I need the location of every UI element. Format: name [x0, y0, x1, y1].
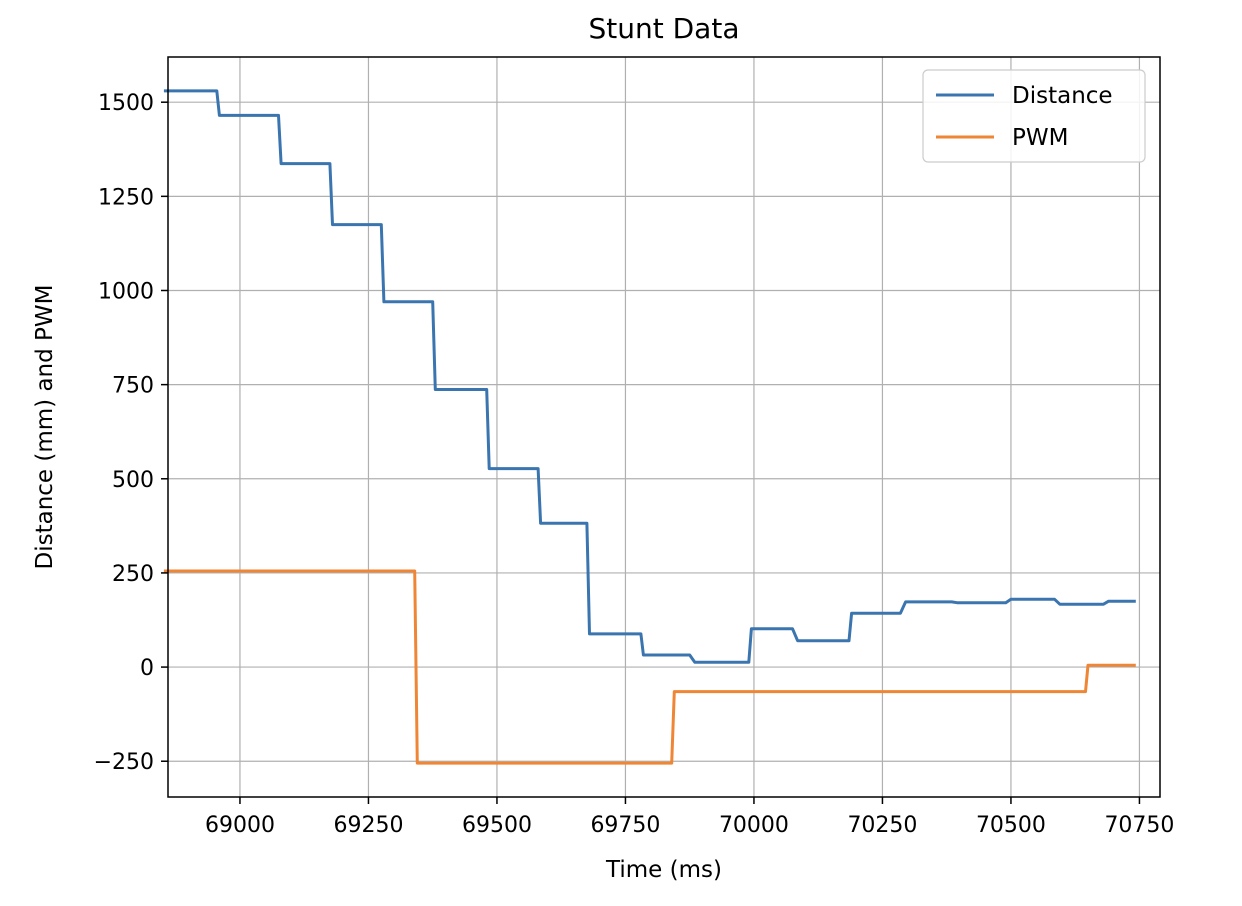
plot-frame — [167, 56, 1161, 798]
legend-label-pwm: PWM — [1012, 125, 1068, 151]
x-axis-label: Time (ms) — [605, 857, 722, 883]
y-tick-label: −250 — [94, 750, 154, 775]
x-tick-label: 70500 — [976, 813, 1046, 838]
y-tick-label: 250 — [112, 562, 154, 587]
plot-background — [168, 57, 1160, 797]
y-tick-label: 1000 — [98, 279, 154, 304]
x-tick-label: 69000 — [205, 813, 275, 838]
x-tick-label: 70750 — [1104, 813, 1174, 838]
legend-label-distance: Distance — [1012, 83, 1113, 109]
chart-title: Stunt Data — [589, 12, 740, 45]
x-tick-label: 69250 — [333, 813, 403, 838]
grid — [168, 57, 1160, 797]
series-line-pwm — [163, 569, 1136, 765]
y-tick-label: 1250 — [98, 185, 154, 210]
y-tick-label: 750 — [112, 374, 154, 399]
x-tick-label: 69500 — [462, 813, 532, 838]
legend: Distance PWM — [922, 69, 1146, 163]
y-tick-label: 0 — [140, 656, 154, 681]
x-tick-label: 69750 — [590, 813, 660, 838]
x-tick-label: 70250 — [847, 813, 917, 838]
x-tick-label: 70000 — [719, 813, 789, 838]
series-line-distance — [163, 89, 1136, 664]
y-tick-label: 500 — [112, 468, 154, 493]
y-tick-label: 1500 — [98, 91, 154, 116]
series-layer — [163, 89, 1136, 765]
y-axis-label: Distance (mm) and PWM — [32, 285, 58, 570]
legend-box — [922, 69, 1146, 163]
ticks: 69000 69250 69500 69750 70000 70250 70500 70750… — [94, 91, 1175, 838]
